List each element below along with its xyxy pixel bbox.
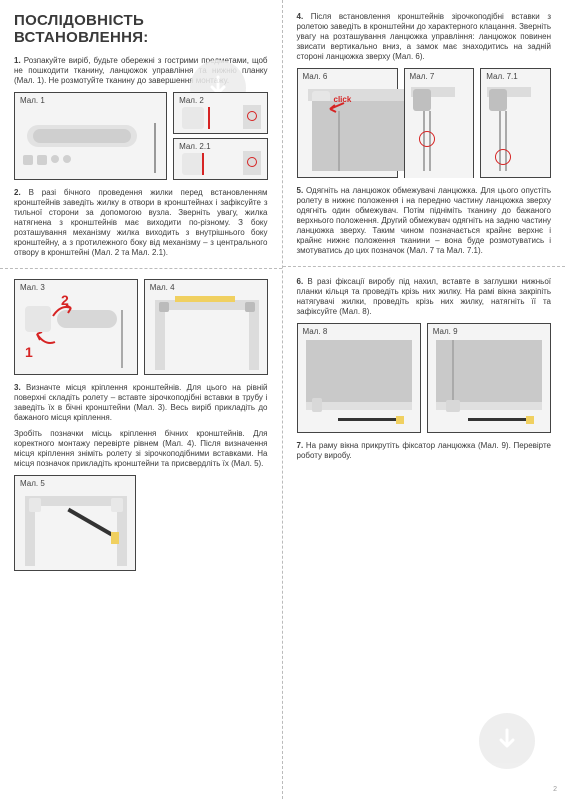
step-number-6: 6.: [297, 277, 304, 286]
figure-row-3: Мал. 5: [14, 475, 268, 571]
figure-label-4: Мал. 4: [150, 283, 175, 292]
figure-row-5: Мал. 8 Мал. 9: [297, 323, 552, 433]
horizontal-divider-left: [0, 268, 282, 269]
step-text-5: Одягніть на ланцюжок обмежувачі ланцюжка…: [297, 186, 552, 255]
paragraph-3a: 3. Визначте місця кріплення кронштейнів.…: [14, 383, 268, 423]
paragraph-7: 7. На раму вікна прикрутіть фіксатор лан…: [297, 441, 552, 461]
step-number-1: 1.: [14, 56, 21, 65]
figure-9: Мал. 9: [427, 323, 551, 433]
figure-5: Мал. 5: [14, 475, 136, 571]
figure-6: Мал. 6 click: [297, 68, 398, 178]
figure-2: Мал. 2: [173, 92, 267, 134]
paragraph-3b: Зробіть позначки місць кріплення бічних …: [14, 429, 268, 469]
paragraph-6: 6. В разі фіксації виробу під нахил, вст…: [297, 277, 552, 317]
step-number-5: 5.: [297, 186, 304, 195]
figure-label-8: Мал. 8: [303, 327, 328, 336]
step-text-2: В разі бічного проведення жилки перед вс…: [14, 188, 268, 257]
step-text-6: В разі фіксації виробу під нахил, вставт…: [297, 277, 552, 316]
figure-3: Мал. 3 1 2: [14, 279, 138, 375]
figure-label-6: Мал. 6: [303, 72, 328, 81]
figure-row-1: Мал. 1 Мал. 2 Мал. 2.1: [14, 92, 268, 180]
left-column: ПОСЛІДОВНІСТЬ ВСТАНОВЛЕННЯ: 1. Розпакуйт…: [0, 0, 283, 799]
arrow-red-icon: [35, 332, 57, 348]
figure-2-1: Мал. 2.1: [173, 138, 267, 180]
page-title: ПОСЛІДОВНІСТЬ ВСТАНОВЛЕННЯ:: [14, 12, 268, 46]
figure-label-1: Мал. 1: [20, 96, 45, 105]
badge-1: 1: [25, 344, 33, 360]
figure-7-1: Мал. 7.1: [480, 68, 551, 178]
watermark-icon: [479, 713, 535, 769]
figure-label-7: Мал. 7: [410, 72, 435, 81]
figure-7: Мал. 7: [404, 68, 475, 178]
arrow-red-icon: [51, 302, 73, 318]
step-number-2: 2.: [14, 188, 21, 197]
figure-row-2: Мал. 3 1 2 Мал. 4: [14, 279, 268, 375]
figure-label-3: Мал. 3: [20, 283, 45, 292]
step-text-3a: Визначте місця кріплення кронштейнів. Дл…: [14, 383, 268, 422]
figure-row-4: Мал. 6 click Мал. 7: [297, 68, 552, 178]
step-number-7: 7.: [297, 441, 304, 450]
step-text-4: Після встановлення кронштейнів зірочкопо…: [297, 12, 552, 61]
page-number: 2: [553, 786, 557, 793]
horizontal-divider-right: [283, 266, 565, 267]
figure-label-2-1: Мал. 2.1: [179, 142, 210, 151]
figure-label-7-1: Мал. 7.1: [486, 72, 517, 81]
paragraph-4: 4. Після встановлення кронштейнів зірочк…: [297, 12, 552, 62]
paragraph-5: 5. Одягніть на ланцюжок обмежувачі ланцю…: [297, 186, 552, 256]
step-text-3b: Зробіть позначки місць кріплення бічних …: [14, 429, 268, 468]
figure-label-5: Мал. 5: [20, 479, 45, 488]
arrow-red-icon: [326, 101, 346, 113]
figure-label-9: Мал. 9: [433, 327, 458, 336]
figure-label-2: Мал. 2: [179, 96, 204, 105]
figure-4: Мал. 4: [144, 279, 268, 375]
paragraph-2: 2. В разі бічного проведення жилки перед…: [14, 188, 268, 258]
figure-8: Мал. 8: [297, 323, 421, 433]
figure-1: Мал. 1: [14, 92, 167, 180]
step-text-7: На раму вікна прикрутіть фіксатор ланцюж…: [297, 441, 551, 460]
step-number-4: 4.: [297, 12, 304, 21]
step-number-3: 3.: [14, 383, 21, 392]
right-column: 4. Після встановлення кронштейнів зірочк…: [283, 0, 565, 799]
